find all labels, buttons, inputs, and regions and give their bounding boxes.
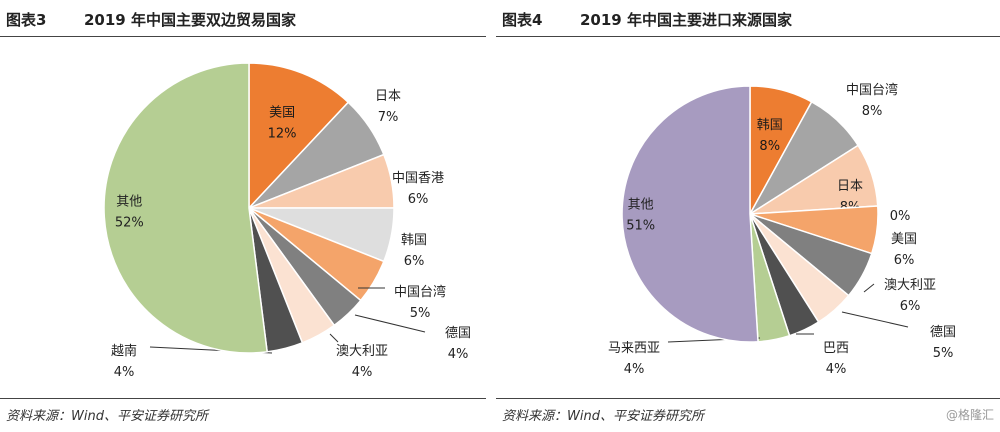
slice-label-韩国: 韩国 xyxy=(757,118,783,133)
chart-header: 图表3 2019 年中国主要双边贸易国家 xyxy=(0,0,486,42)
pie-slice-美国 xyxy=(248,62,350,210)
slice-value-其他: 52% xyxy=(115,216,144,231)
slice-label-德国: 德国 xyxy=(445,326,471,341)
slice-value-日本: 7% xyxy=(378,110,399,125)
figure-label: 图表4 xyxy=(502,11,543,29)
pie-slice-其他 xyxy=(103,62,269,354)
slice-label-其他: 其他 xyxy=(628,197,654,212)
slice-label-德国: 德国 xyxy=(930,325,956,340)
leader-line-澳大利亚 xyxy=(329,333,339,343)
footer-rule xyxy=(496,398,1000,399)
slice-label-澳大利亚: 澳大利亚 xyxy=(336,343,388,359)
slice-label-巴西: 巴西 xyxy=(823,341,849,356)
slice-value-德国: 5% xyxy=(933,346,954,361)
slice-label-其他: 其他 xyxy=(116,195,142,210)
header-rule xyxy=(0,36,486,37)
pie-slice-其他 xyxy=(621,85,759,343)
chart-title: 2019 年中国主要双边贸易国家 xyxy=(84,11,296,29)
slice-label-中国台湾: 中国台湾 xyxy=(394,284,446,300)
slice-label-日本: 日本 xyxy=(837,179,863,194)
slice-value-韩国: 8% xyxy=(759,139,780,154)
slice-value-越南: 4% xyxy=(114,365,135,380)
chart-panel-import-sources: 图表4 2019 年中国主要进口来源国家 韩国8%中国台湾8%日本8%0%美国6… xyxy=(496,0,1000,432)
slice-value-韩国: 6% xyxy=(404,254,425,269)
chart-panel-bilateral-trade: 图表3 2019 年中国主要双边贸易国家 美国 12% 日本 7% 中国香港 6% 韩国 6%… xyxy=(0,0,486,432)
header-rule xyxy=(496,36,1000,37)
source-note: 资料来源：Wind、平安证券研究所 xyxy=(6,409,208,424)
slice-value-美国: 12% xyxy=(268,126,297,141)
slice-label-马来西亚: 马来西亚 xyxy=(608,341,660,356)
slice-value-中国台湾: 8% xyxy=(862,104,883,119)
figure-label: 图表3 xyxy=(6,11,47,29)
slice-value-unlabeled-3: 0% xyxy=(890,209,911,224)
slice-label-中国香港: 中国香港 xyxy=(392,171,444,186)
slice-value-其他: 51% xyxy=(626,218,655,233)
watermark: @格隆汇 xyxy=(945,408,994,422)
source-note: 资料来源：Wind、平安证券研究所 xyxy=(502,409,704,424)
slice-label-越南: 越南 xyxy=(111,343,137,359)
slice-value-马来西亚: 4% xyxy=(624,362,645,377)
slice-value-巴西: 4% xyxy=(826,362,847,377)
chart-header: 图表4 2019 年中国主要进口来源国家 xyxy=(496,0,1000,42)
slice-label-美国: 美国 xyxy=(891,232,917,247)
slice-value-中国台湾: 5% xyxy=(410,306,431,321)
leader-line-澳大利亚 xyxy=(863,283,875,293)
slice-value-中国香港: 6% xyxy=(408,192,429,207)
slice-label-美国: 美国 xyxy=(269,105,295,120)
leader-line-德国 xyxy=(354,314,426,333)
slice-value-德国: 4% xyxy=(448,347,469,362)
chart-title: 2019 年中国主要进口来源国家 xyxy=(580,11,792,29)
slice-label-韩国: 韩国 xyxy=(401,233,427,248)
pie-chart-import-sources: 韩国8%中国台湾8%日本8%0%美国6%澳大利亚6%德国5%巴西4%马来西亚4%… xyxy=(608,82,956,377)
slice-label-中国台湾: 中国台湾 xyxy=(846,82,898,98)
slice-label-澳大利亚: 澳大利亚 xyxy=(884,277,936,293)
slice-value-美国: 6% xyxy=(894,253,915,268)
footer-rule xyxy=(0,398,486,399)
slice-value-澳大利亚: 6% xyxy=(900,299,921,314)
slice-value-澳大利亚: 4% xyxy=(352,365,373,380)
pie-chart-bilateral-trade: 美国 12% 日本 7% 中国香港 6% 韩国 6% 中国台湾 5% 德国 4% 澳大利亚 4% 越南 4% 其… xyxy=(103,62,471,380)
slice-label-日本: 日本 xyxy=(375,89,401,104)
leader-line-德国 xyxy=(841,311,909,328)
